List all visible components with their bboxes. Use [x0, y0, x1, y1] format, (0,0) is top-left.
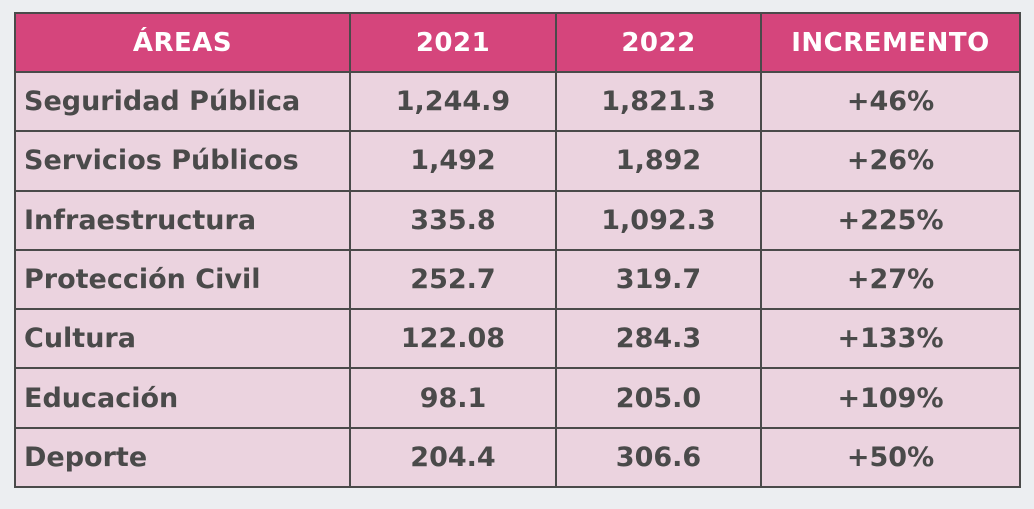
value-2022-cell: 284.3: [555, 308, 762, 370]
budget-table: ÁREAS 2021 2022 INCREMENTO Seguridad Púb…: [14, 12, 1021, 489]
increment-cell: +50%: [760, 426, 1021, 489]
increment-cell: +27%: [760, 248, 1021, 311]
header-2022: 2022: [555, 12, 762, 73]
header-incremento: INCREMENTO: [760, 12, 1021, 73]
value-2021-cell: 204.4: [349, 426, 557, 489]
value-2021-cell: 1,492: [349, 130, 557, 192]
table-row: Seguridad Pública 1,244.9 1,821.3 +46%: [14, 70, 1021, 133]
value-2021-cell: 98.1: [349, 367, 557, 429]
value-2022-cell: 1,092.3: [555, 189, 762, 251]
increment-cell: +225%: [760, 189, 1021, 251]
area-cell: Servicios Públicos: [14, 130, 351, 192]
value-2022-cell: 306.6: [555, 426, 762, 489]
table-row: Cultura 122.08 284.3 +133%: [14, 308, 1021, 370]
table-row: Deporte 204.4 306.6 +50%: [14, 426, 1021, 489]
table-row: Educación 98.1 205.0 +109%: [14, 367, 1021, 429]
increment-cell: +26%: [760, 130, 1021, 192]
value-2021-cell: 335.8: [349, 189, 557, 251]
area-cell: Seguridad Pública: [14, 70, 351, 133]
budget-table-container: ÁREAS 2021 2022 INCREMENTO Seguridad Púb…: [14, 12, 1021, 489]
area-cell: Deporte: [14, 426, 351, 489]
increment-cell: +109%: [760, 367, 1021, 429]
table-row: Protección Civil 252.7 319.7 +27%: [14, 248, 1021, 311]
increment-cell: +46%: [760, 70, 1021, 133]
value-2022-cell: 319.7: [555, 248, 762, 311]
value-2022-cell: 1,892: [555, 130, 762, 192]
area-cell: Educación: [14, 367, 351, 429]
area-cell: Protección Civil: [14, 248, 351, 311]
value-2022-cell: 1,821.3: [555, 70, 762, 133]
value-2021-cell: 1,244.9: [349, 70, 557, 133]
header-areas: ÁREAS: [14, 12, 351, 73]
table-row: Infraestructura 335.8 1,092.3 +225%: [14, 189, 1021, 251]
table-header-row: ÁREAS 2021 2022 INCREMENTO: [14, 12, 1021, 73]
table-row: Servicios Públicos 1,492 1,892 +26%: [14, 130, 1021, 192]
header-2021: 2021: [349, 12, 557, 73]
increment-cell: +133%: [760, 308, 1021, 370]
area-cell: Cultura: [14, 308, 351, 370]
value-2021-cell: 122.08: [349, 308, 557, 370]
area-cell: Infraestructura: [14, 189, 351, 251]
value-2021-cell: 252.7: [349, 248, 557, 311]
value-2022-cell: 205.0: [555, 367, 762, 429]
